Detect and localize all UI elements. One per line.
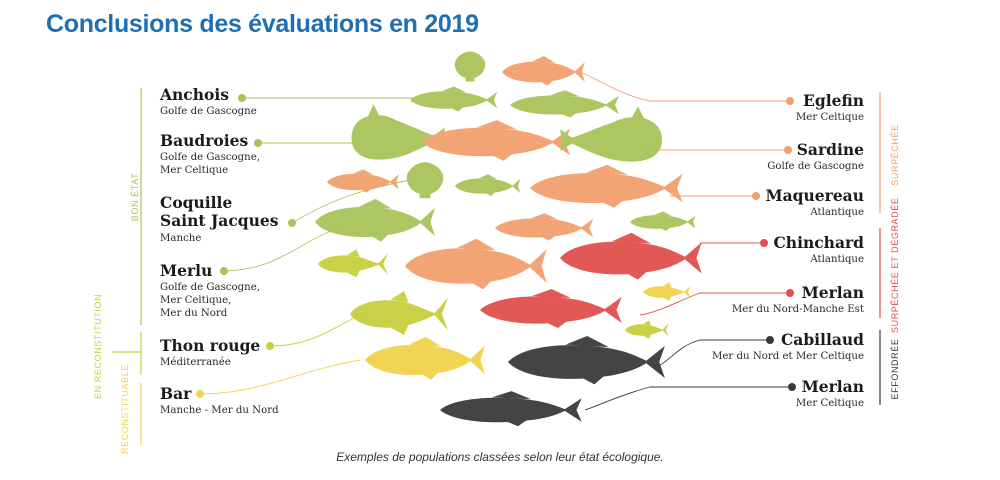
species-region: Golfe de Gascogne, bbox=[160, 152, 260, 164]
species-name: Maquereau bbox=[765, 186, 864, 205]
species-bar: Bar Manche - Mer du Nord bbox=[160, 384, 279, 418]
species-region: Manche - Mer du Nord bbox=[160, 405, 279, 417]
category-reconstituable: RECONSTITUABLE bbox=[120, 364, 130, 454]
figure-caption: Exemples de populations classées selon l… bbox=[336, 450, 664, 464]
species-merlu: Merlu Golfe de Gascogne, Mer Celtique, Mer… bbox=[160, 261, 260, 321]
species-region: Mer Celtique bbox=[795, 112, 864, 124]
species-region: Mer Celtique bbox=[160, 165, 229, 177]
species-region: Manche bbox=[160, 232, 202, 244]
species-maquereau: Maquereau Atlantique bbox=[765, 186, 864, 220]
species-region: Golfe de Gascogne bbox=[160, 106, 257, 118]
category-effondree: EFFONDRÉE bbox=[890, 338, 900, 400]
species-name: Sardine bbox=[796, 140, 864, 159]
species-name: Anchois bbox=[160, 85, 229, 104]
species-name: Eglefin bbox=[803, 91, 864, 110]
species-name: Merlan bbox=[801, 283, 864, 302]
species-eglefin: Eglefin Mer Celtique bbox=[795, 91, 864, 125]
species-region: Golfe de Gascogne bbox=[767, 161, 864, 173]
species-region: Mer du Nord bbox=[160, 307, 228, 319]
species-region: Atlantique bbox=[810, 207, 864, 219]
species-chinchard: Chinchard Atlantique bbox=[773, 233, 864, 267]
species-sardine: Sardine Golfe de Gascogne bbox=[767, 140, 864, 174]
species-name: Merlu bbox=[160, 261, 213, 280]
species-region: Mer Celtique, bbox=[160, 295, 232, 307]
species-region: Golfe de Gascogne, bbox=[160, 282, 260, 294]
category-en-reconstitution: EN RECONSTITUTION bbox=[93, 293, 103, 399]
category-surpechee-degradee: SURPÊCHÉE ET DÉGRADÉE bbox=[890, 197, 900, 333]
species-cabillaud: Cabillaud Mer du Nord et Mer Celtique bbox=[711, 330, 864, 364]
species-region: Mer Celtique bbox=[795, 398, 864, 410]
species-coquille-saint-jacques: Coquille Saint Jacques Manche bbox=[160, 193, 279, 245]
species-name: Thon rouge bbox=[160, 336, 261, 355]
species-region: Mer du Nord et Mer Celtique bbox=[711, 351, 864, 363]
species-baudroies: Baudroies Golfe de Gascogne, Mer Celtique bbox=[160, 131, 260, 178]
category-surpechee: SURPÊCHÉE bbox=[890, 124, 900, 186]
species-name: Chinchard bbox=[773, 233, 864, 252]
species-region: Atlantique bbox=[810, 254, 864, 266]
species-name: Merlan bbox=[801, 377, 864, 396]
species-thon-rouge: Thon rouge Méditerranée bbox=[160, 336, 261, 370]
species-name: Baudroies bbox=[160, 131, 249, 150]
species-name: Bar bbox=[160, 384, 192, 403]
category-bon-etat: BON ÉTAT bbox=[130, 172, 140, 222]
page-title: Conclusions des évaluations en 2019 bbox=[46, 10, 479, 38]
species-merlan-nord: Merlan Mer du Nord-Manche Est bbox=[731, 283, 864, 317]
species-merlan-celtique: Merlan Mer Celtique bbox=[795, 377, 864, 411]
species-name: Cabillaud bbox=[780, 330, 864, 349]
species-name: Coquille bbox=[160, 193, 233, 212]
species-region: Mer du Nord-Manche Est bbox=[731, 304, 864, 316]
species-anchois: Anchois Golfe de Gascogne bbox=[160, 85, 257, 119]
species-region: Méditerranée bbox=[160, 357, 231, 369]
species-name: Saint Jacques bbox=[160, 211, 279, 231]
